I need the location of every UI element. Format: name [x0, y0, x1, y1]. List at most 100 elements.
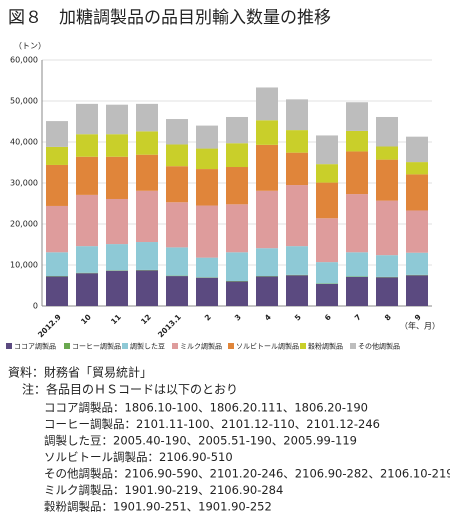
bar-segment	[286, 152, 308, 186]
bar-segment	[286, 185, 308, 247]
note-line: その他調製品：2106.90-590、2101.20-246、2106.90-2…	[44, 467, 450, 481]
bar-segment	[46, 205, 68, 253]
bar-segment	[136, 131, 158, 155]
chart-title: 図８ 加糖調製品の品目別輸入数量の推移	[8, 8, 331, 28]
legend-label: ソルビトール調製品	[236, 342, 299, 351]
x-tick-label: 11	[109, 312, 123, 326]
bar-segment	[136, 190, 158, 243]
note-intro: 注：各品目のＨＳコードは以下のとおり	[22, 382, 238, 397]
x-tick-label: 2012.9	[36, 312, 63, 339]
bar-segment	[166, 144, 188, 167]
bar-segment	[106, 270, 128, 306]
bar-segment	[166, 166, 188, 203]
legend-label: 調製した豆	[130, 342, 165, 351]
x-tick-label: 5	[293, 312, 303, 322]
legend-swatch	[64, 343, 70, 349]
bar-segment	[196, 205, 218, 258]
bar-segment	[226, 204, 248, 253]
bar-segment	[166, 202, 188, 248]
bar-segment	[286, 246, 308, 275]
bar-segment	[166, 276, 188, 306]
x-tick-label: 8	[383, 312, 393, 322]
bar-segment	[346, 130, 368, 152]
y-tick-label: 20,000	[10, 220, 38, 229]
bar-segment	[376, 200, 398, 256]
bar-segment	[136, 103, 158, 132]
bar-segment	[256, 248, 278, 277]
bar-segment	[136, 270, 158, 306]
x-tick-label: 4	[263, 312, 273, 322]
bar-segment	[406, 275, 428, 306]
bar-segment	[226, 252, 248, 281]
bar-segment	[346, 151, 368, 195]
bar-segment	[76, 103, 98, 135]
bar-segment	[196, 257, 218, 278]
bar-segment	[106, 244, 128, 271]
bar-segment	[46, 164, 68, 206]
bar-segment	[76, 134, 98, 157]
legend-swatch	[228, 343, 234, 349]
y-axis-label: （トン）	[14, 42, 46, 51]
y-tick-label: 40,000	[10, 138, 38, 147]
bar-segment	[76, 273, 98, 306]
y-tick-label: 50,000	[10, 97, 38, 106]
x-tick-label: 6	[323, 312, 333, 322]
bar-segment	[76, 246, 98, 273]
y-tick-label: 30,000	[10, 179, 38, 188]
x-tick-label: 2013.1	[156, 312, 183, 339]
bar-segment	[406, 210, 428, 253]
bar-segment	[286, 99, 308, 131]
x-tick-label: 2	[203, 312, 213, 322]
bar-segment	[316, 218, 338, 263]
note-line: ココア調製品：1806.10-100、1806.20.111、1806.20-1…	[44, 401, 368, 415]
bar-segment	[46, 121, 68, 147]
bar-segment	[376, 116, 398, 147]
note-line: コーヒー調製品：2101.11-100、2101.12-110、2101.12-…	[44, 417, 380, 431]
legend-label: ココア調製品	[14, 342, 56, 351]
bar-segment	[346, 252, 368, 277]
legend-swatch	[122, 343, 128, 349]
bar-segment	[256, 144, 278, 191]
bar-segment	[286, 130, 308, 153]
bar-segment	[316, 262, 338, 284]
legend-swatch	[300, 343, 306, 349]
source: 資料：財務省「貿易統計」	[8, 365, 152, 380]
y-tick-label: 60,000	[10, 56, 38, 65]
x-tick-label: 12	[139, 312, 153, 326]
bar-segment	[316, 283, 338, 306]
bar-segment	[376, 277, 398, 306]
bar-segment	[166, 119, 188, 145]
x-tick-label: 9	[413, 312, 423, 322]
bar-segment	[376, 146, 398, 160]
bar-segment	[256, 190, 278, 249]
bar-segment	[346, 194, 368, 253]
bar-segment	[46, 276, 68, 306]
bar-segment	[166, 247, 188, 276]
bar-segment	[226, 116, 248, 144]
legend-swatch	[350, 343, 356, 349]
note-line: 穀粉調製品：1901.90-251、1901.90-252	[44, 500, 272, 514]
bar-segment	[136, 154, 158, 191]
bar-segment	[226, 143, 248, 168]
note-line: ミルク調製品：1901.90-219、2106.90-284	[44, 483, 283, 497]
bar-segment	[106, 134, 128, 157]
y-tick-label: 0	[33, 302, 38, 311]
bar-segment	[226, 281, 248, 306]
bar-segment	[256, 276, 278, 306]
bar-segment	[316, 182, 338, 219]
bar-segment	[346, 102, 368, 131]
y-tick-label: 10,000	[10, 261, 38, 270]
bar-segment	[76, 194, 98, 247]
bar-segment	[316, 135, 338, 165]
note-line: ソルビトール調製品：2106.90-510	[44, 450, 233, 464]
bar-segment	[346, 276, 368, 306]
legend-label: コーヒー調製品	[72, 342, 121, 351]
bar-segment	[106, 198, 128, 245]
bar-segment	[106, 104, 128, 135]
legend-label: その他調製品	[358, 342, 400, 351]
bar-segment	[406, 162, 428, 175]
legend-label: 穀粉調製品	[308, 342, 343, 351]
bar-segment	[256, 87, 278, 121]
x-axis-label: （年、月）	[400, 321, 440, 331]
